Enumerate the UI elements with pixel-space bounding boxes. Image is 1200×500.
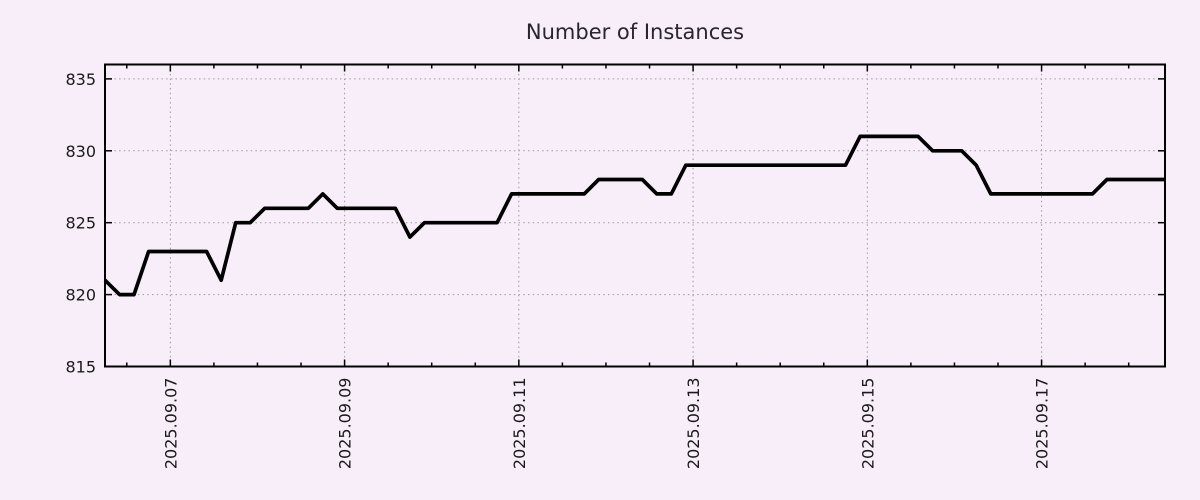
y-tick-label: 835: [65, 70, 96, 89]
x-tick-label: 2025.09.17: [1033, 378, 1052, 470]
y-tick-label: 830: [65, 142, 96, 161]
y-tick-label: 825: [65, 214, 96, 233]
x-tick-label: 2025.09.15: [858, 378, 877, 470]
x-tick-label: 2025.09.13: [684, 378, 703, 470]
x-tick-label: 2025.09.07: [161, 378, 180, 470]
x-tick-label: 2025.09.11: [510, 378, 529, 470]
axes: [104, 63, 1166, 368]
instances-line: [103, 134, 1165, 297]
grid-lines: [105, 64, 1165, 367]
chart-title: Number of Instances: [526, 20, 744, 44]
x-tick-label: 2025.09.09: [336, 378, 355, 470]
tick-labels: 815 820 825 830 835 2025.09.07 2025.09.09 2025.…: [65, 70, 1051, 469]
data-series: [103, 134, 1165, 297]
y-tick-label: 815: [65, 358, 96, 377]
y-tick-label: 820: [65, 286, 96, 305]
plot-border: [104, 63, 1166, 368]
